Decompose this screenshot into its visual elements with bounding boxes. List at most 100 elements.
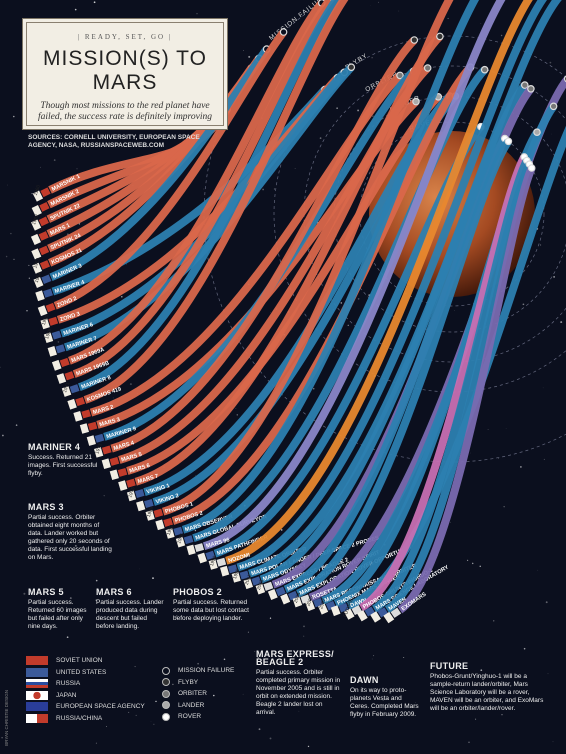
mission-flag (153, 508, 164, 518)
year-band-segment (67, 398, 77, 410)
star (76, 168, 78, 170)
year-band-segment (35, 290, 45, 302)
year-band-segment (186, 544, 196, 556)
mission-arc (83, 0, 349, 404)
legend-failure: MISSION FAILURE (162, 665, 234, 677)
star (135, 714, 137, 716)
star (172, 683, 174, 686)
star (28, 277, 30, 279)
star (403, 657, 405, 658)
star (336, 107, 338, 109)
mission-flag (51, 330, 62, 340)
star (285, 571, 287, 573)
mission-flag (194, 543, 205, 552)
mission-flag (38, 216, 49, 227)
legend-lander: LANDER (162, 700, 234, 712)
year-band-segment (31, 219, 42, 231)
mission-endpoint (436, 32, 444, 41)
mission-flag (81, 409, 91, 419)
note-phobos2: PHOBOS 2 Partial success. Returned some … (173, 587, 249, 623)
star (522, 303, 525, 306)
star (547, 673, 549, 675)
star (371, 57, 373, 59)
mission-flag (239, 570, 250, 580)
mission-endpoint (480, 65, 489, 74)
year-band-segment (94, 447, 104, 458)
mission-arc (296, 139, 512, 598)
year-band-segment (383, 611, 395, 624)
star (236, 414, 239, 416)
year-band-segment (155, 519, 165, 531)
year-label: 1963 (32, 257, 41, 269)
year-band-segment (197, 552, 207, 564)
star (15, 424, 18, 426)
mission-flag (144, 499, 154, 509)
star (153, 723, 155, 725)
star (551, 133, 552, 135)
mission-arc (72, 0, 335, 378)
year-band-segment (118, 480, 128, 491)
mission-flag (87, 421, 98, 431)
star (347, 324, 349, 326)
star (543, 458, 545, 460)
star (125, 263, 127, 265)
legend-russia: RUSSIA (26, 678, 145, 690)
year-band-segment (56, 373, 67, 384)
year-band-segment (165, 528, 175, 539)
star (235, 408, 237, 409)
star (139, 568, 141, 570)
star (537, 569, 539, 571)
star (523, 647, 526, 650)
year-label: 2003 (256, 579, 265, 591)
star (95, 599, 97, 601)
star (23, 592, 26, 595)
year-band-segment (255, 583, 266, 595)
mission-label: MARS 3 (99, 417, 121, 428)
note-mars5: MARS 5 Partial success. Returned 60 imag… (28, 587, 87, 631)
year-label: 1969 (44, 328, 53, 340)
year-band-segment (79, 423, 90, 434)
star (106, 726, 107, 727)
sources: SOURCES: CORNELL UNIVERSITY, EUROPEAN SP… (28, 134, 200, 149)
star (501, 714, 503, 716)
year-band-segment (47, 346, 57, 357)
star (195, 475, 196, 476)
star (63, 247, 65, 248)
star (95, 742, 97, 744)
orbit-ring (273, 35, 566, 393)
legend-rover: ROVER (162, 711, 234, 723)
mission-arc (78, 0, 342, 391)
credit: BRYAN CHRISTIE DESIGN (4, 690, 9, 746)
mission-endpoint (423, 64, 432, 72)
year-band-segment (33, 276, 44, 288)
star (197, 662, 199, 665)
legend-soviet: SOVIET UNION (26, 655, 145, 667)
star (223, 658, 226, 661)
year-band-segment (330, 605, 341, 617)
year-label: 2007 (318, 598, 327, 610)
eyebrow: | READY, SET, GO | (77, 33, 173, 41)
year-label: 1975 (127, 486, 136, 498)
year-band-segment (37, 305, 48, 317)
star (309, 248, 310, 250)
star (471, 562, 474, 565)
mission-label: MARS 5 (121, 452, 143, 464)
star (53, 159, 56, 161)
year-band-segment (86, 435, 96, 446)
star (303, 635, 305, 637)
star (552, 741, 554, 743)
mission-arc (53, 29, 287, 310)
mission-arc (203, 0, 506, 551)
mission-flag (43, 288, 53, 298)
star (66, 636, 69, 639)
mission-arc (192, 66, 488, 543)
mission-flag (163, 517, 173, 527)
year-label: 1962 (31, 213, 40, 225)
mission-flag (313, 597, 324, 608)
mission-arc (397, 166, 536, 614)
mission-label: MARS 7 (137, 474, 159, 486)
star (67, 233, 69, 235)
star (74, 8, 77, 11)
star (186, 20, 188, 21)
